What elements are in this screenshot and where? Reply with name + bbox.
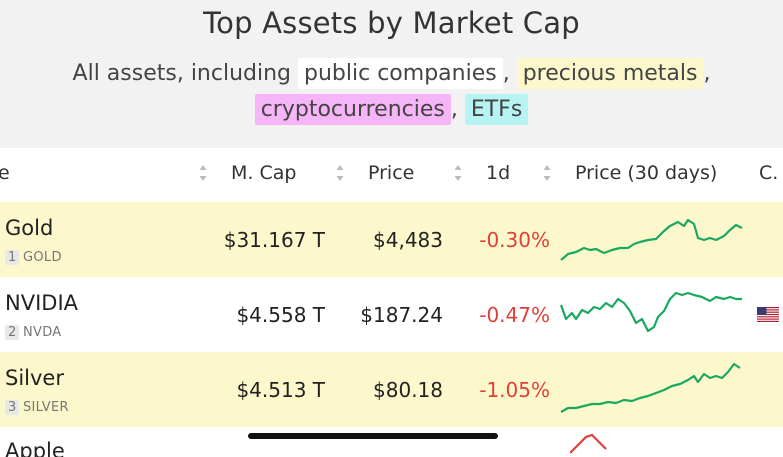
sort-arrows-icon[interactable]: [454, 164, 462, 182]
asset-name[interactable]: Silver: [5, 366, 64, 390]
filter-chip-cryptocurrencies[interactable]: cryptocurrencies: [254, 94, 451, 125]
filter-chip-etfs[interactable]: ETFs: [464, 94, 529, 125]
rank-badge: 2: [5, 325, 20, 340]
subtitle-line-2: cryptocurrencies, ETFs: [0, 94, 783, 125]
column-header-name[interactable]: e: [0, 162, 10, 184]
column-header-price-30-days: Price (30 days): [575, 162, 718, 184]
separator: ,: [502, 61, 510, 86]
column-header-market-cap[interactable]: M. Cap: [231, 162, 297, 184]
asset-ticker: SILVER: [23, 400, 69, 415]
market-cap-value: $4.513 T: [236, 378, 325, 402]
asset-ticker: NVDA: [23, 325, 62, 340]
assets-table: e M. Cap Price 1d Price (30 days) C. Gol…: [0, 148, 783, 457]
change-1d-value: -1.05%: [479, 378, 550, 402]
sort-arrows-icon[interactable]: [199, 164, 207, 182]
table-row[interactable]: Gold 1 GOLD $31.167 T $4,483 -0.30%: [0, 202, 783, 278]
us-flag-icon: [757, 307, 779, 322]
change-1d-value: -0.30%: [479, 228, 550, 252]
price-value: $4,483: [373, 228, 443, 252]
subtitle-line-1: All assets, including public companies, …: [0, 58, 783, 89]
subtitle-prefix: All assets, including: [72, 61, 292, 86]
price-value: $80.18: [373, 378, 443, 402]
sparkline-30d: [560, 362, 741, 413]
separator: ,: [703, 61, 711, 86]
column-header-country[interactable]: C.: [759, 162, 779, 184]
table-row[interactable]: NVIDIA 2 NVDA $4.558 T $187.24 -0.47%: [0, 277, 783, 353]
page-title: Top Assets by Market Cap: [203, 6, 580, 40]
change-1d-value: -0.47%: [479, 303, 550, 327]
price-value: $187.24: [360, 303, 443, 327]
asset-ticker: GOLD: [23, 250, 62, 265]
asset-name[interactable]: Gold: [5, 216, 54, 240]
column-header-1d[interactable]: 1d: [486, 162, 511, 184]
filter-chip-precious-metals[interactable]: precious metals: [516, 58, 704, 89]
sort-arrows-icon[interactable]: [336, 164, 344, 182]
separator: ,: [450, 97, 458, 122]
sparkline-30d: [560, 291, 742, 333]
sparkline-30d: [570, 433, 607, 454]
page-header: Top Assets by Market Cap All assets, inc…: [0, 0, 783, 148]
rank-badge: 1: [5, 250, 20, 265]
table-row[interactable]: Silver 3 SILVER $4.513 T $80.18 -1.05%: [0, 352, 783, 428]
asset-name[interactable]: Apple: [5, 439, 65, 457]
column-header-price[interactable]: Price: [368, 162, 415, 184]
home-indicator[interactable]: [248, 433, 498, 439]
market-cap-value: $31.167 T: [223, 228, 325, 252]
market-cap-value: $4.558 T: [236, 303, 325, 327]
rank-badge: 3: [5, 400, 20, 415]
table-row-partial[interactable]: Apple: [0, 427, 783, 457]
filter-chip-public-companies[interactable]: public companies: [298, 58, 503, 89]
sort-arrows-icon[interactable]: [543, 164, 551, 182]
asset-name[interactable]: NVIDIA: [5, 291, 78, 315]
table-header: e M. Cap Price 1d Price (30 days) C.: [0, 148, 783, 203]
sparkline-30d: [560, 218, 743, 261]
